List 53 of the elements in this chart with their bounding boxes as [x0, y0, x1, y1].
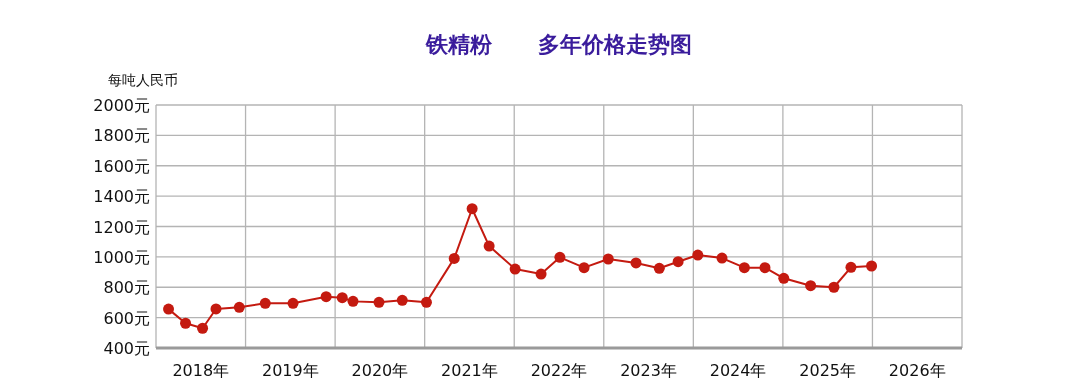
point: [554, 251, 566, 263]
y-tick-label: 400元: [103, 339, 150, 358]
point: [509, 263, 521, 275]
y-tick-label: 1000元: [93, 247, 150, 267]
point: [866, 260, 878, 272]
point: [578, 262, 590, 274]
point: [197, 322, 209, 334]
point: [672, 256, 684, 268]
point: [396, 294, 408, 306]
point: [420, 296, 432, 308]
x-tick-label: 2026年: [888, 361, 946, 380]
x-tick-label: 2025年: [799, 361, 857, 380]
x-tick-label: 2024年: [709, 361, 767, 380]
point: [805, 280, 817, 292]
point: [180, 317, 192, 329]
y-tick-label: 1800元: [93, 126, 150, 146]
point: [535, 268, 547, 280]
x-tick-label: 2023年: [620, 361, 677, 380]
point: [828, 281, 840, 293]
point: [778, 272, 790, 284]
point: [483, 240, 495, 252]
point: [320, 291, 332, 303]
y-tick-label: 1600元: [93, 156, 150, 176]
x-tick-label: 2022年: [530, 361, 588, 380]
x-tick-label: 2019年: [261, 361, 319, 380]
y-tick-label: 1200元: [93, 217, 150, 237]
point: [347, 295, 359, 307]
point: [630, 257, 642, 269]
point: [287, 297, 299, 309]
point: [336, 292, 348, 304]
y-axis-title: 每吨人民币: [108, 72, 178, 88]
point: [716, 252, 728, 264]
point: [759, 262, 771, 274]
point: [653, 262, 665, 274]
x-tick-label: 2018年: [172, 361, 230, 380]
x-tick-label: 2020年: [351, 361, 409, 380]
y-tick-label: 2000元: [93, 96, 150, 115]
point: [373, 296, 385, 308]
x-tick-label: 2021年: [441, 361, 498, 380]
chart-title: 铁精粉 多年价格走势图: [425, 32, 692, 57]
y-tick-label: 600元: [103, 308, 150, 328]
point: [738, 262, 750, 274]
point: [163, 303, 175, 315]
point: [448, 252, 460, 264]
point: [466, 203, 478, 215]
y-tick-label: 1400元: [93, 187, 150, 207]
point: [259, 297, 271, 309]
y-tick-label: 800元: [103, 278, 150, 298]
point: [692, 249, 704, 261]
point: [602, 253, 614, 265]
point: [845, 261, 857, 273]
point: [233, 301, 245, 313]
point: [210, 303, 222, 315]
